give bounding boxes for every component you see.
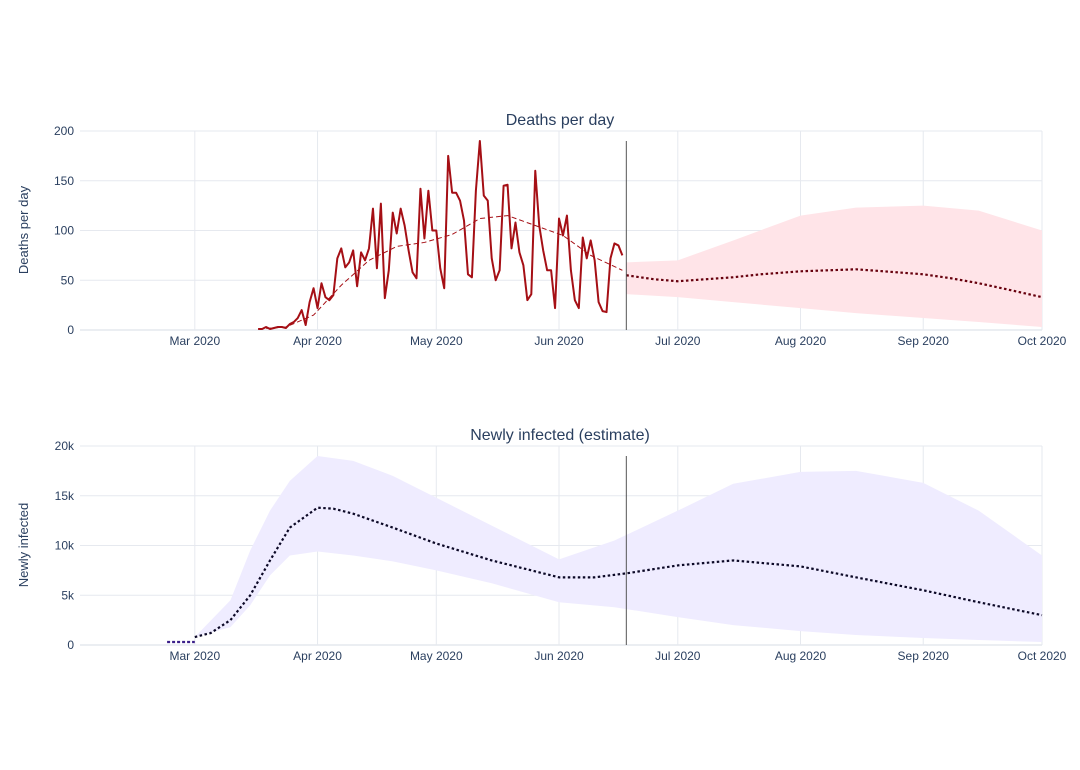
infected-y-tick-label: 15k [55, 489, 75, 503]
newly-infected-panel: Newly infected (estimate) Newly infected… [16, 427, 1067, 663]
infected-x-tick-label: May 2020 [410, 649, 463, 663]
infected-x-tick-label: Oct 2020 [1018, 649, 1067, 663]
infected-y-tick-label: 20k [55, 439, 75, 453]
deaths-plot-area [258, 139, 1043, 331]
deaths-forecast-line [626, 268, 1043, 299]
deaths-x-tick-label: Apr 2020 [293, 334, 342, 348]
deaths-x-tick-label: Oct 2020 [1018, 334, 1067, 348]
infected-forecast-line [194, 506, 1043, 639]
infected-x-tick-label: Apr 2020 [293, 649, 342, 663]
deaths-chart-title: Deaths per day [506, 112, 615, 129]
infected-chart-title: Newly infected (estimate) [470, 427, 650, 444]
deaths-per-day-panel: Deaths per day Deaths per day 0 50 100 150 2… [16, 112, 1067, 348]
infected-x-tick-label: Mar 2020 [169, 649, 220, 663]
infected-uncertainty-band [194, 455, 1042, 643]
infected-y-tick-label: 5k [61, 588, 75, 602]
infected-x-tick-label: Sep 2020 [898, 649, 950, 663]
deaths-x-tick-label: May 2020 [410, 334, 463, 348]
infected-x-tick-label: Aug 2020 [775, 649, 827, 663]
deaths-x-tick-label: Mar 2020 [169, 334, 220, 348]
deaths-y-tick-label: 50 [61, 273, 75, 287]
deaths-x-tick-label: Sep 2020 [898, 334, 950, 348]
infected-plot-area [167, 455, 1043, 645]
deaths-smoothed-line [258, 215, 623, 330]
deaths-x-tick-label: Jun 2020 [534, 334, 584, 348]
deaths-y-tick-label: 100 [54, 224, 74, 238]
infected-x-tick-label: Jul 2020 [655, 649, 701, 663]
infected-y-tick-label: 0 [67, 638, 74, 652]
deaths-axes: 0 50 100 150 200 Mar 2020 Apr 2020 May 2020 Jun … [54, 124, 1067, 348]
deaths-x-tick-label: Jul 2020 [655, 334, 701, 348]
infected-y-axis-label: Newly infected [16, 503, 31, 588]
deaths-y-tick-label: 150 [54, 174, 74, 188]
deaths-y-tick-label: 0 [67, 323, 74, 337]
deaths-y-axis-label: Deaths per day [16, 185, 31, 274]
deaths-uncertainty-band [626, 205, 1042, 328]
deaths-x-tick-label: Aug 2020 [775, 334, 827, 348]
infected-x-tick-label: Jun 2020 [534, 649, 584, 663]
deaths-observed-line [258, 139, 624, 331]
infected-y-tick-label: 10k [55, 539, 75, 553]
infected-axes: 0 5k 10k 15k 20k Mar 2020 Apr 2020 May 2020 Jun … [55, 439, 1067, 663]
deaths-y-tick-label: 200 [54, 124, 74, 138]
